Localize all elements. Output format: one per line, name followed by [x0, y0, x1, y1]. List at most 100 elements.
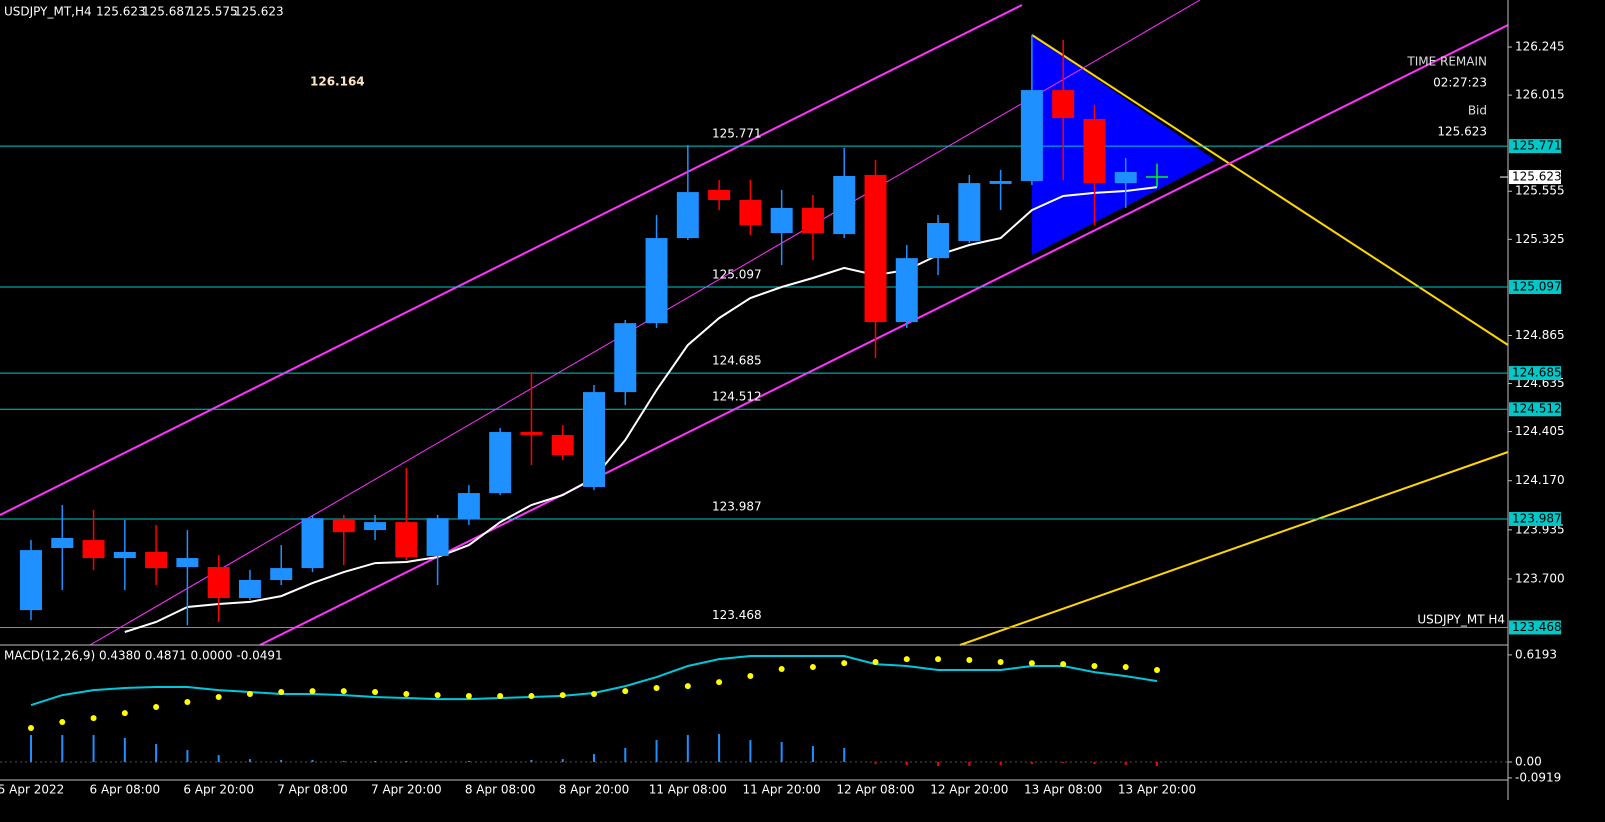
- macd-histogram-bar: [92, 735, 95, 763]
- signal-dot: [340, 688, 347, 695]
- time-remain-label: TIME REMAIN: [1406, 55, 1487, 69]
- macd-histogram-bar: [1062, 762, 1065, 764]
- y-tick-label: 123.700: [1515, 571, 1565, 585]
- macd-histogram-bar: [155, 744, 158, 763]
- ohlc-high: 125.687: [142, 5, 192, 19]
- candle-body: [426, 518, 449, 556]
- trend-line: [959, 451, 1509, 646]
- header: USDJPY_MT,H4 125.623 125.687 125.575 125…: [4, 5, 284, 19]
- macd-histogram-bar: [999, 762, 1002, 765]
- macd-histogram-bar: [593, 754, 595, 763]
- level-axis-label: 125.771: [1512, 139, 1562, 153]
- macd-histogram-bar: [874, 762, 877, 765]
- macd-histogram-bar: [561, 759, 564, 763]
- signal-dot: [778, 665, 785, 672]
- level-axis-label: 123.468: [1512, 620, 1562, 634]
- signal-dot: [591, 691, 597, 698]
- level-axis-label: 123.987: [1512, 511, 1562, 525]
- x-tick-label: 5 Apr 2022: [0, 783, 64, 797]
- signal-dot: [684, 683, 691, 690]
- candle-body: [833, 175, 856, 235]
- macd-histogram-bar: [1093, 762, 1096, 765]
- signal-dot: [997, 659, 1004, 666]
- x-tick-label: 8 Apr 20:00: [559, 783, 630, 797]
- candle-body: [739, 200, 762, 226]
- y-tick-label: 0.6193: [1515, 647, 1557, 661]
- bid-axis-label: 125.623: [1512, 170, 1562, 184]
- x-tick-label: 6 Apr 08:00: [90, 783, 161, 797]
- candle-body: [801, 207, 824, 234]
- signal-dot: [59, 719, 66, 726]
- time-remain: 02:27:23: [1433, 76, 1487, 90]
- signal-dot: [153, 704, 160, 711]
- candle-body: [238, 579, 261, 598]
- macd-histogram-bar: [780, 741, 783, 763]
- candle-body: [145, 551, 168, 569]
- signal-dot: [841, 660, 848, 667]
- ohlc-open: 125.623: [96, 5, 146, 19]
- candle-body: [676, 192, 699, 239]
- level-axis-box: [1509, 402, 1561, 417]
- signal-dot: [278, 688, 285, 695]
- y-tick-label: 124.170: [1515, 473, 1565, 487]
- macd-histogram-bar: [405, 760, 408, 763]
- x-tick-label: 13 Apr 08:00: [1024, 783, 1102, 797]
- signal-dot: [121, 710, 128, 717]
- macd-histogram-bar: [655, 740, 658, 763]
- candle-body: [364, 522, 387, 531]
- x-tick-label: 7 Apr 20:00: [371, 783, 442, 797]
- y-tick-label: 124.405: [1515, 424, 1565, 438]
- macd-histogram-bar: [61, 735, 64, 763]
- x-tick-label: 6 Apr 20:00: [183, 783, 254, 797]
- macd-histogram-bar: [686, 735, 689, 763]
- macd-histogram-bar: [937, 762, 940, 766]
- macd-histogram-bar: [123, 737, 126, 763]
- macd-histogram-bar: [530, 759, 533, 763]
- level-label: 123.468: [712, 608, 762, 622]
- candle-body: [583, 392, 605, 487]
- level-axis-label: 124.685: [1512, 366, 1562, 380]
- channel-mid-line: [89, 0, 1201, 646]
- triangle-object: [1032, 35, 1215, 255]
- ohlc-close: 125.623: [234, 5, 284, 19]
- signal-dot: [809, 664, 816, 671]
- candle-body: [489, 432, 512, 494]
- signal-dot: [28, 724, 34, 731]
- signal-dot: [528, 692, 535, 699]
- watermark: USDJPY_MT H4: [1417, 613, 1505, 627]
- candle-body: [457, 493, 480, 519]
- signal-dot: [309, 688, 316, 695]
- candle-body: [113, 551, 136, 559]
- candle-body: [332, 518, 355, 533]
- x-tick-label: 8 Apr 08:00: [465, 783, 536, 797]
- x-tick-label: 12 Apr 20:00: [930, 783, 1008, 797]
- x-tick-label: 12 Apr 08:00: [836, 783, 914, 797]
- macd-histogram-bar: [186, 750, 189, 763]
- signal-dot: [1060, 661, 1067, 668]
- level-axis-box: [1509, 620, 1561, 635]
- candle-body: [1020, 90, 1043, 182]
- signal-dot: [372, 688, 379, 695]
- signal-dot: [246, 691, 253, 698]
- y-tick-label: 125.325: [1515, 232, 1565, 246]
- price-note: 126.164: [310, 75, 365, 89]
- macd-histogram-bar: [1156, 762, 1158, 766]
- level-label: 125.771: [712, 127, 762, 141]
- signal-dot: [184, 698, 191, 705]
- level-axis-box: [1509, 279, 1561, 294]
- moving-average: [124, 186, 1158, 633]
- macd-histogram-bar: [968, 762, 971, 766]
- macd-histogram-bar: [1030, 762, 1033, 765]
- candle-body: [20, 550, 42, 611]
- macd-histogram-bar: [30, 735, 32, 763]
- macd-histogram-bar: [905, 762, 908, 765]
- bid-value: 125.623: [1437, 125, 1487, 139]
- signal-dot: [935, 656, 942, 663]
- macd-histogram-bar: [718, 733, 721, 763]
- macd-histogram-bar: [342, 760, 345, 763]
- x-tick-label: 11 Apr 08:00: [649, 783, 727, 797]
- signal-dot: [403, 691, 410, 698]
- candle-body: [207, 567, 230, 598]
- candle-body: [864, 174, 887, 323]
